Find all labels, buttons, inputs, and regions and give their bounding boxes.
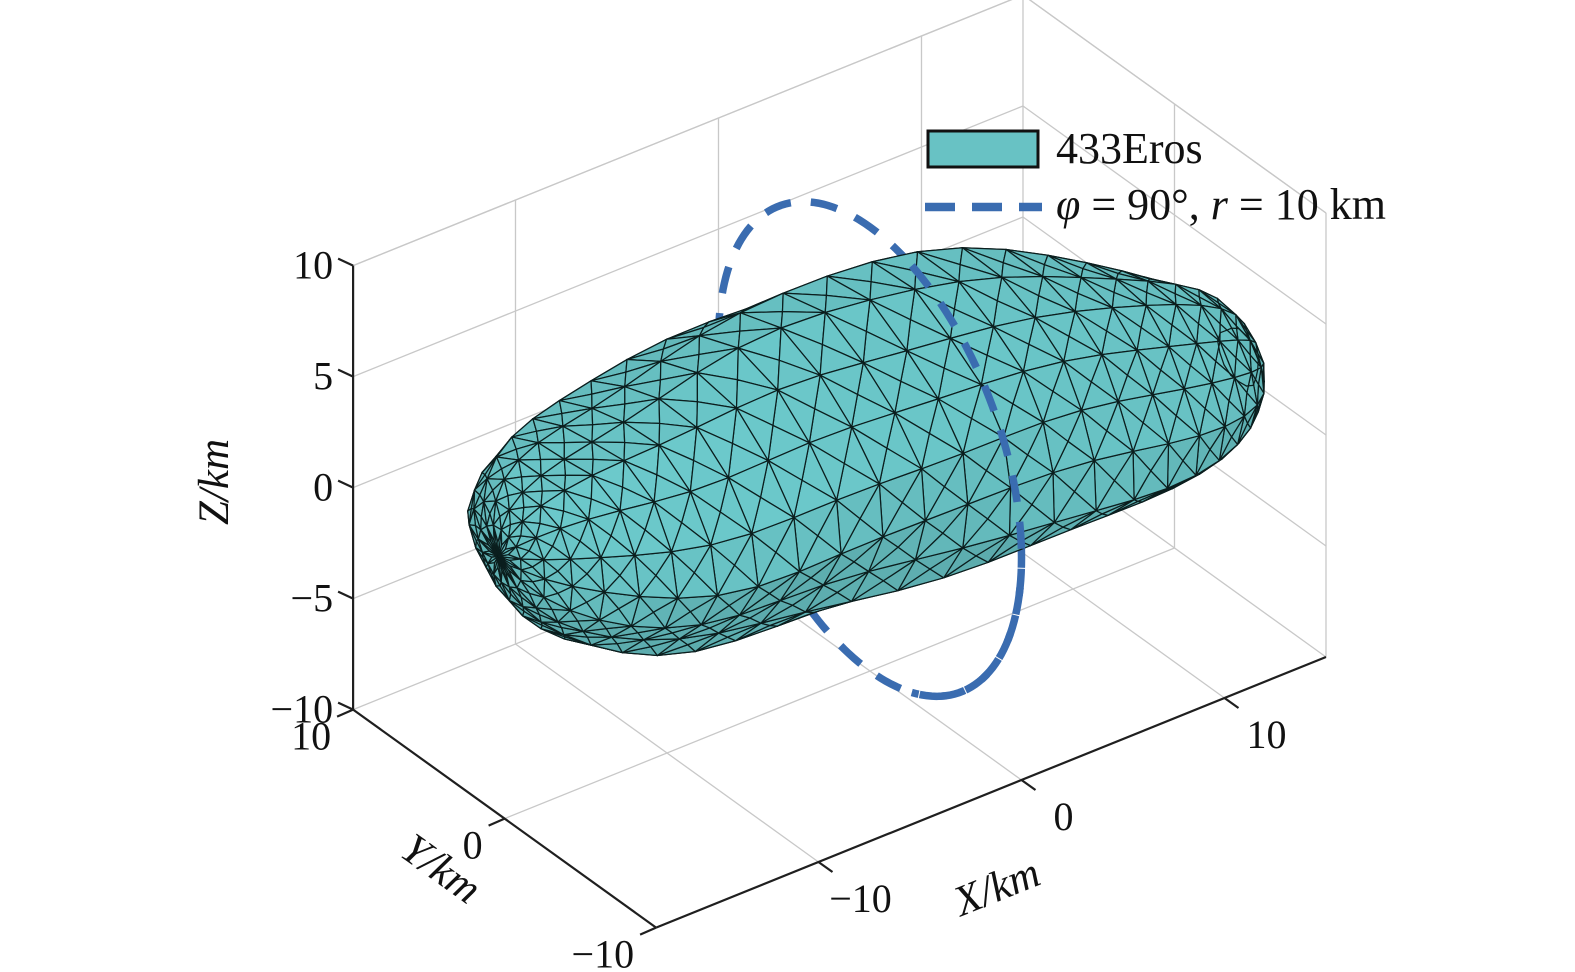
mesh-triangle bbox=[782, 275, 828, 297]
mesh-triangle bbox=[488, 550, 500, 557]
mesh-triangle bbox=[1253, 346, 1259, 361]
eros-mesh bbox=[467, 247, 1265, 657]
mesh-triangle bbox=[497, 555, 500, 568]
z-tick-mark bbox=[337, 701, 354, 711]
x-axis-line bbox=[655, 655, 1327, 929]
z-axis-title: Z/km bbox=[191, 439, 238, 525]
mesh-triangle bbox=[494, 555, 500, 564]
mesh-triangle bbox=[1252, 377, 1257, 387]
z-tick-mark bbox=[337, 257, 354, 267]
orbit-dashed-circle-front-arc bbox=[908, 263, 1026, 701]
mesh-triangle bbox=[491, 555, 500, 558]
mesh-triangle bbox=[1238, 380, 1248, 387]
y-tick-mark bbox=[336, 708, 354, 718]
y-tick-mark bbox=[488, 817, 506, 827]
mesh-triangle bbox=[587, 509, 621, 537]
x-tick-label: 0 bbox=[1054, 794, 1074, 839]
mesh-triangle bbox=[497, 555, 503, 572]
z-tick-mark bbox=[337, 479, 354, 489]
x-axis-title: X/km bbox=[945, 849, 1046, 926]
wall-grid-z-left bbox=[352, 0, 1013, 267]
mesh-triangle bbox=[1238, 328, 1248, 337]
z-tick-label: −10 bbox=[271, 687, 334, 732]
legend-label-orbit: φ = 90°, r = 10 km bbox=[1056, 180, 1386, 229]
mesh-triangle bbox=[1217, 340, 1221, 354]
y-tick-label: −10 bbox=[572, 932, 635, 972]
mesh-triangle bbox=[1223, 364, 1232, 377]
box-edge bbox=[352, 0, 1013, 267]
floor-grid-y bbox=[504, 547, 1175, 820]
z-tick-label: 0 bbox=[313, 465, 333, 510]
y-tick-label: 0 bbox=[463, 823, 483, 868]
z-tick-label: −5 bbox=[291, 576, 334, 621]
x-tick-label: −10 bbox=[829, 876, 892, 921]
wall-grid-z-left bbox=[352, 105, 1024, 378]
y-tick-label: 10 bbox=[291, 714, 331, 759]
x-tick-mark bbox=[1020, 779, 1037, 791]
x-tick-mark bbox=[1223, 697, 1240, 709]
mesh-triangle bbox=[488, 544, 500, 557]
z-tick-label: 10 bbox=[293, 243, 333, 288]
mesh-triangle bbox=[1219, 352, 1225, 366]
x-tick-mark bbox=[817, 861, 834, 873]
mesh-triangle bbox=[490, 541, 500, 557]
mesh-triangle bbox=[1219, 329, 1227, 334]
mesh-triangle bbox=[1230, 374, 1240, 383]
axes-lines bbox=[336, 257, 1327, 936]
mesh-triangle bbox=[1246, 335, 1255, 348]
mesh-triangle bbox=[1255, 369, 1259, 379]
legend-label-eros: 433Eros bbox=[1056, 124, 1203, 173]
legend: 433Eros φ = 90°, r = 10 km bbox=[925, 124, 1386, 229]
y-tick-mark bbox=[639, 926, 657, 936]
box-edge bbox=[1028, 0, 1327, 214]
legend-swatch-eros bbox=[926, 129, 1040, 169]
mesh-triangle bbox=[739, 292, 784, 314]
x-tick-label: 10 bbox=[1247, 712, 1287, 757]
z-tick-label: 5 bbox=[313, 354, 333, 399]
orbit-circle-front bbox=[908, 263, 1026, 701]
mesh-triangle bbox=[1225, 327, 1233, 332]
z-tick-mark bbox=[337, 590, 354, 600]
mesh-triangle bbox=[1245, 384, 1254, 387]
mesh-triangle bbox=[1257, 358, 1259, 371]
z-tick-mark bbox=[337, 368, 354, 378]
